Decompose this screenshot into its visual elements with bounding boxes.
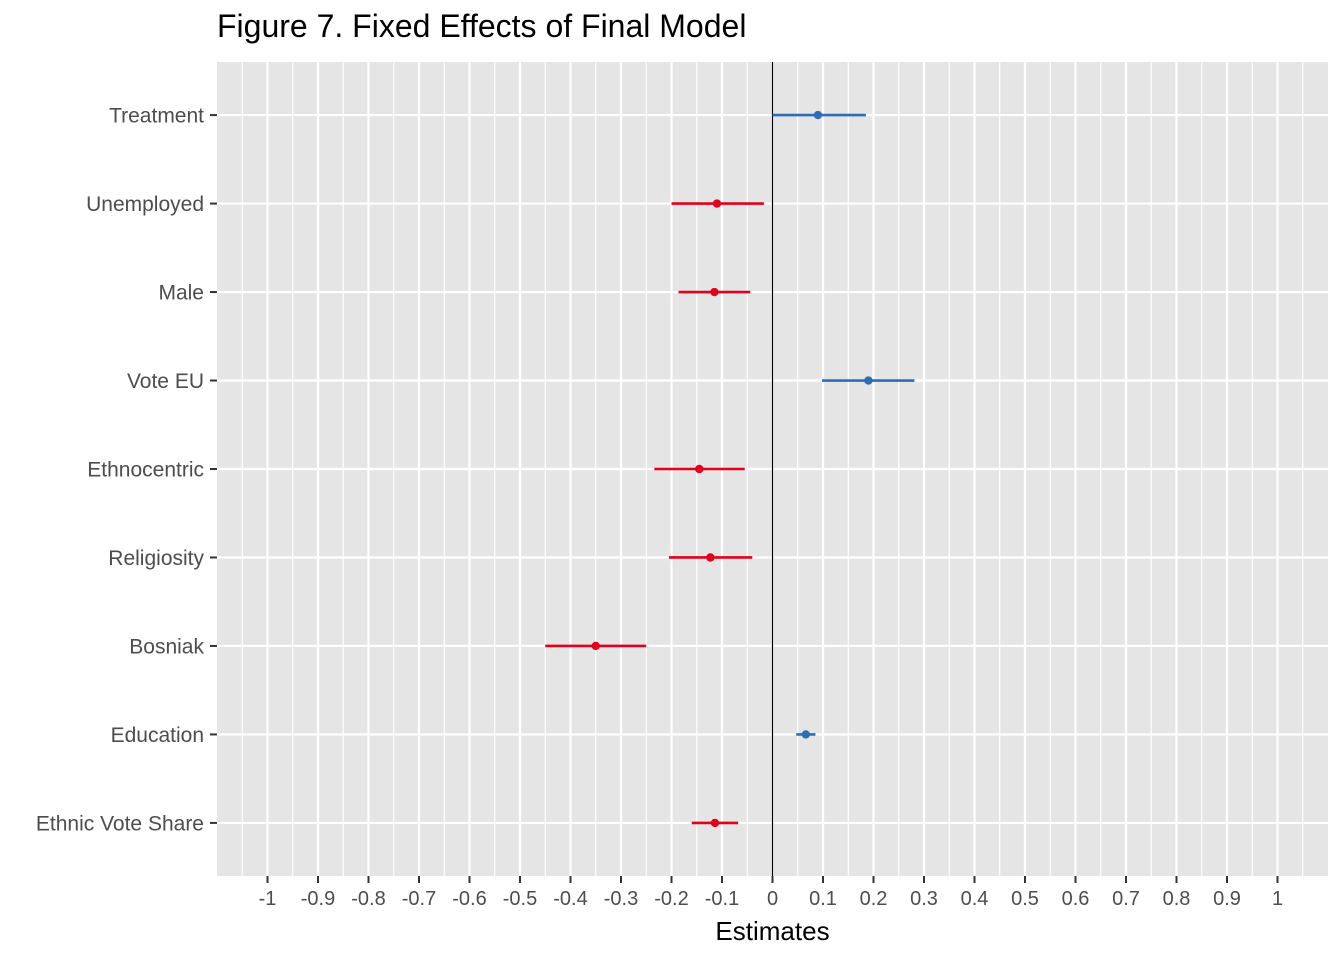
x-tick-label: 0.7: [1112, 888, 1140, 910]
x-tick-label: -0.6: [452, 888, 486, 910]
chart-title: Figure 7. Fixed Effects of Final Model: [217, 8, 747, 44]
y-tick-label: Treatment: [109, 105, 204, 128]
estimate-point: [695, 464, 704, 474]
y-tick-label: Bosniak: [129, 635, 204, 658]
x-axis-title: Estimates: [715, 916, 829, 946]
estimate-point: [864, 376, 873, 385]
x-tick-label: -0.1: [705, 888, 739, 910]
x-tick-label: -0.7: [402, 888, 436, 910]
y-tick-label: Male: [158, 282, 204, 305]
x-tick-label: 0: [767, 888, 778, 910]
x-tick-label: -1: [259, 888, 277, 910]
x-tick-label: 0.3: [910, 888, 938, 910]
x-tick-label: 0.8: [1163, 888, 1191, 910]
x-tick-label: -0.3: [604, 888, 638, 910]
estimate-point: [710, 287, 719, 297]
x-tick-label: 0.4: [961, 888, 989, 910]
estimate-point: [706, 553, 715, 562]
y-tick-label: Religiosity: [108, 547, 204, 570]
x-tick-label: 0.6: [1062, 888, 1090, 910]
x-tick-label: -0.4: [553, 888, 587, 910]
estimate-point: [712, 199, 722, 208]
x-tick-label: -0.9: [301, 888, 335, 910]
x-tick-label: 0.9: [1213, 888, 1241, 910]
estimate-point: [801, 730, 811, 739]
x-tick-label: -0.2: [654, 888, 688, 910]
x-tick-label: -0.5: [503, 888, 537, 910]
x-tick-label: 0.1: [809, 888, 837, 910]
y-tick-label: Unemployed: [86, 193, 204, 216]
x-tick-label: 0.5: [1011, 888, 1039, 910]
estimate-point: [591, 641, 600, 651]
estimate-point: [813, 110, 823, 120]
estimate-point: [710, 818, 720, 828]
x-tick-label: 1: [1272, 888, 1283, 910]
x-tick-label: 0.2: [860, 888, 888, 910]
y-tick-label: Ethnic Vote Share: [36, 812, 204, 835]
y-axis: Treatment Unemployed Male Vote EU Ethnocentr…: [36, 105, 217, 835]
y-tick-label: Vote EU: [127, 370, 204, 393]
y-tick-label: Education: [111, 724, 204, 747]
y-tick-label: Ethnocentric: [87, 459, 204, 482]
x-tick-label: -0.8: [351, 888, 385, 910]
x-axis: -1 -0.9 -0.8 -0.7 -0.6 -0.5 -0.4 -0.3 -0.2 -0.1 0 0…: [259, 876, 1283, 910]
estimate-marks: [545, 110, 915, 828]
